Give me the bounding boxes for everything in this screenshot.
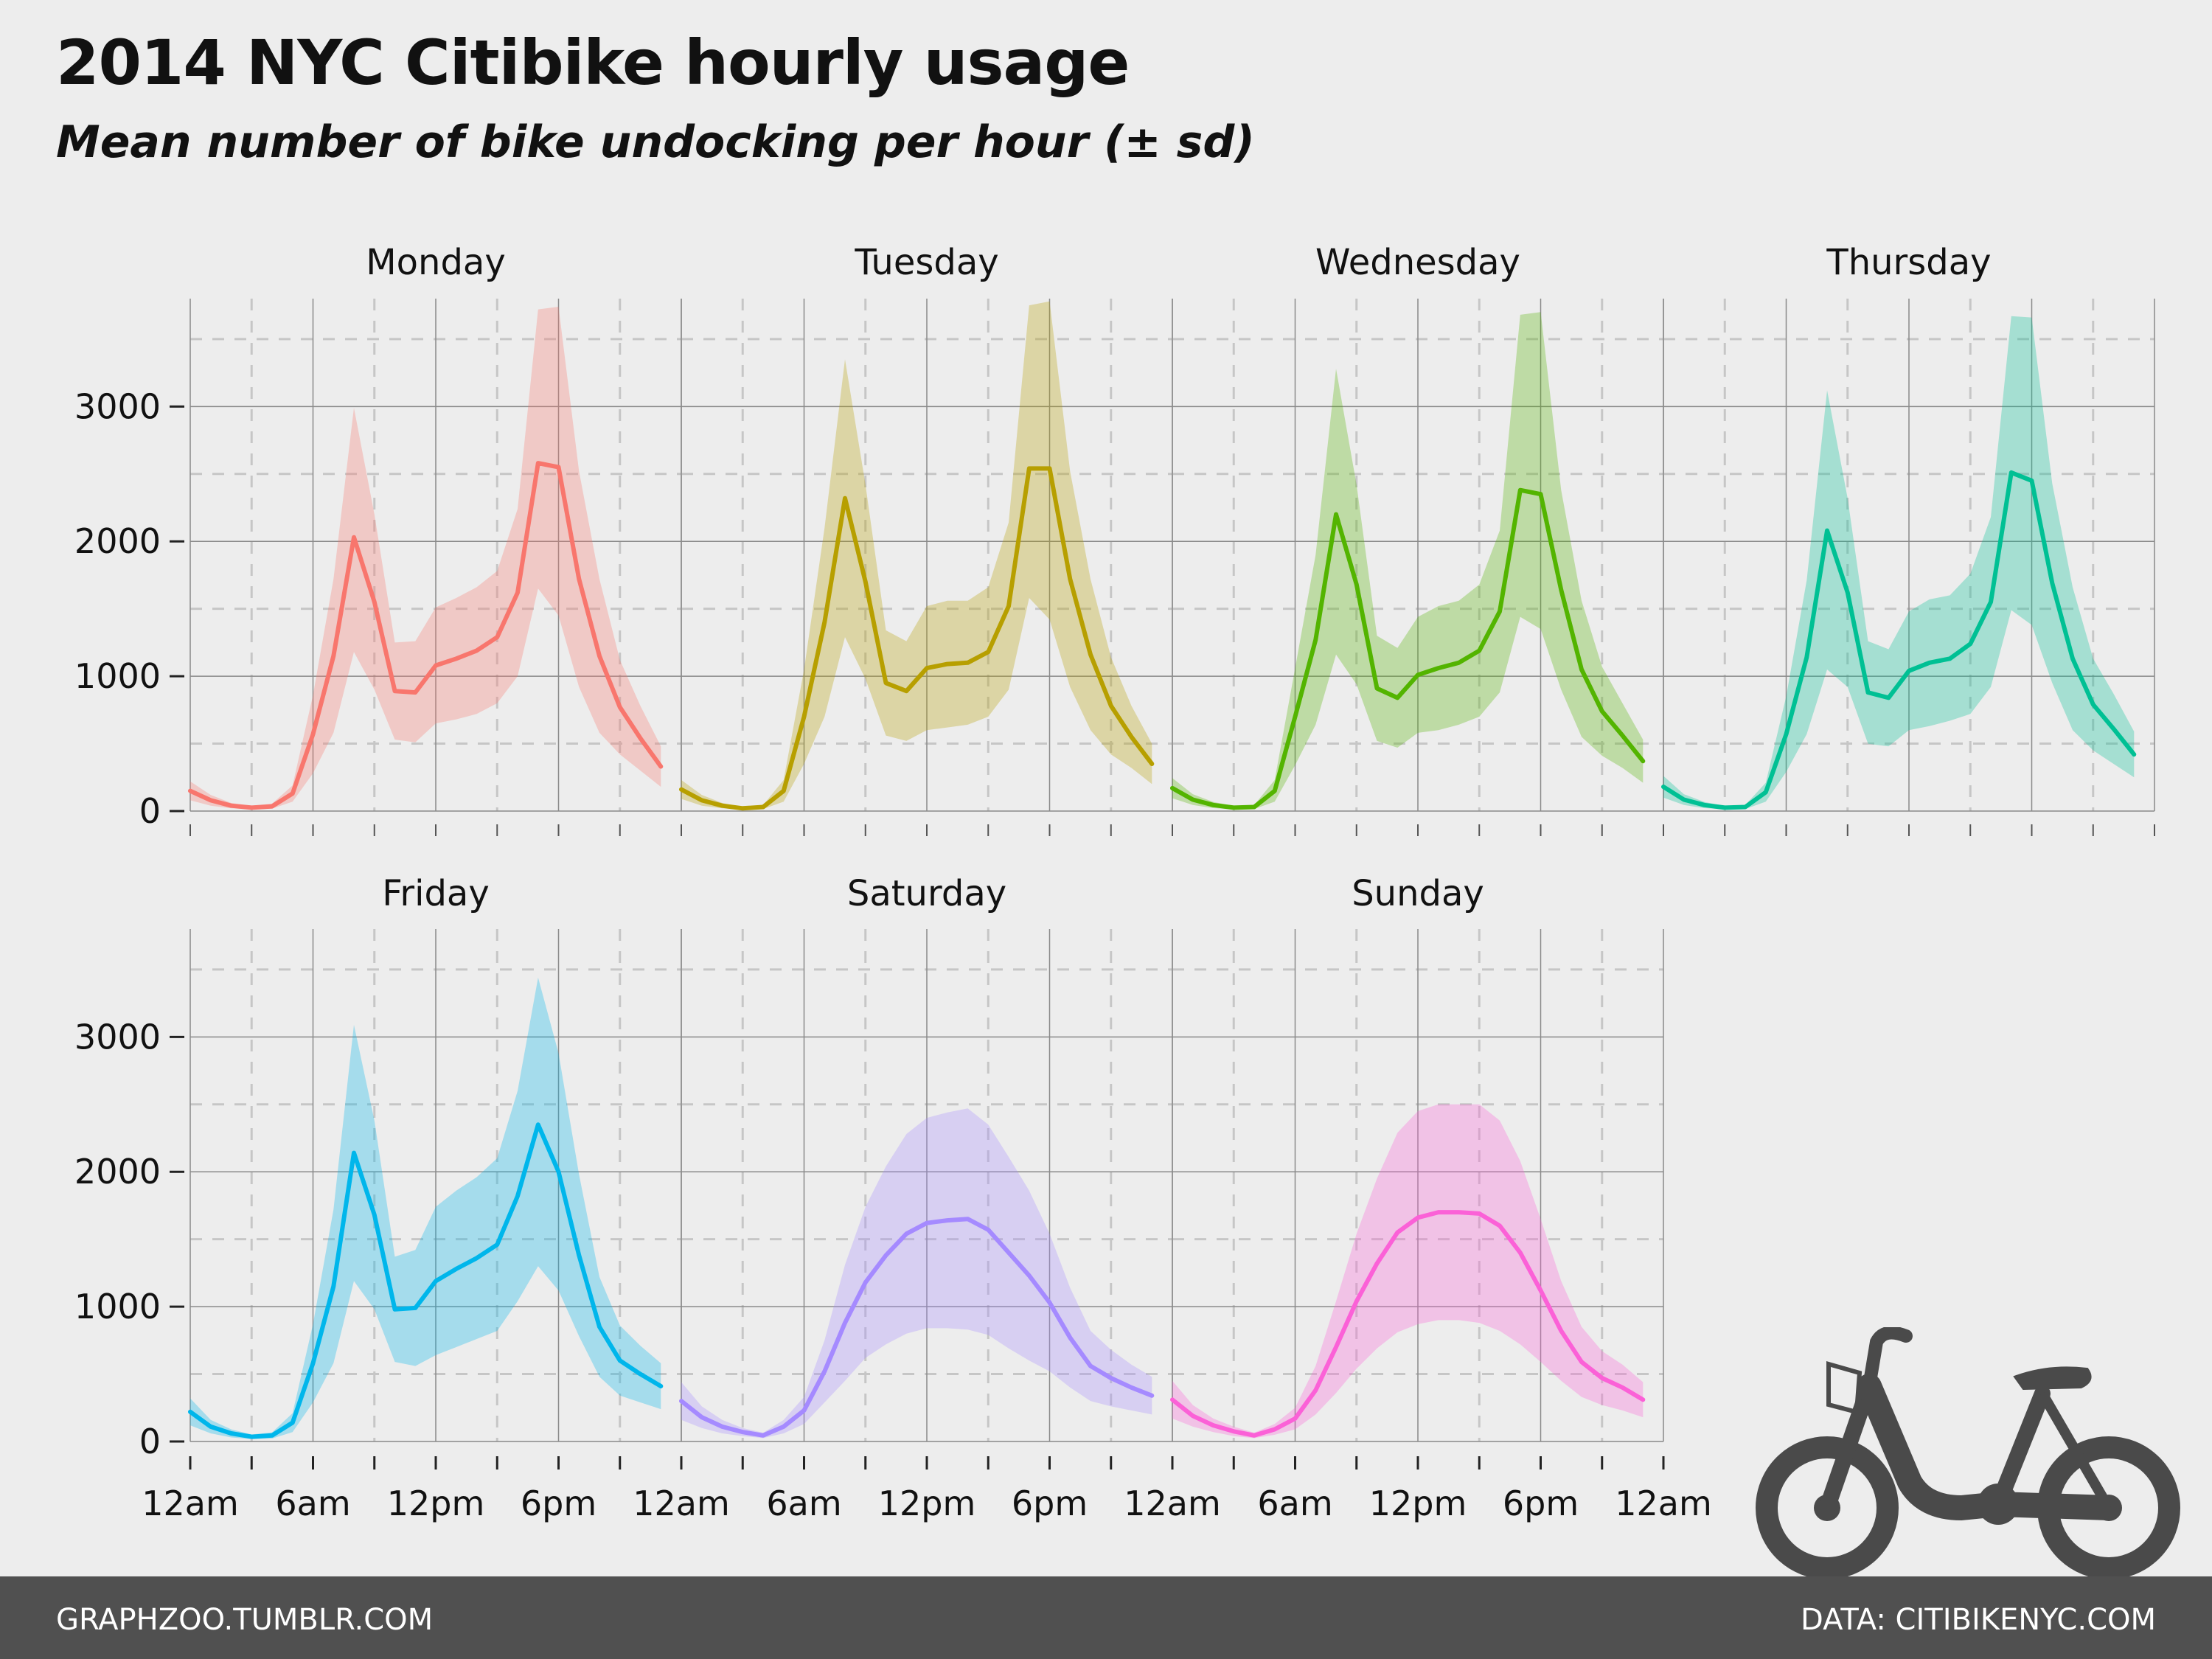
sd-ribbon-sunday	[1172, 1104, 1644, 1439]
sd-ribbon-saturday	[681, 1108, 1152, 1439]
mean-line-friday	[188, 1122, 664, 1439]
facet-label-sunday: Sunday	[1352, 873, 1484, 914]
facet-label-monday: Monday	[366, 242, 506, 283]
x-tick-label: 6pm	[1503, 1484, 1579, 1523]
x-tick-label: 6am	[766, 1484, 841, 1523]
chart-subtitle: Mean number of bike undocking per hour (…	[56, 116, 1255, 168]
footer-credit[interactable]: GRAPHZOO.TUMBLR.COM	[56, 1603, 434, 1637]
mean-line-saturday	[679, 1217, 1155, 1438]
y-tick-label: 2000	[74, 1152, 161, 1192]
sd-ribbon-tuesday	[681, 301, 1152, 810]
x-tick-label: 6pm	[1012, 1484, 1088, 1523]
x-tick-label: 12am	[1124, 1484, 1221, 1523]
x-tick-label: 12pm	[878, 1484, 976, 1523]
sd-ribbon-monday	[190, 307, 661, 810]
mean-line-sunday	[1170, 1210, 1646, 1438]
y-tick-label: 3000	[74, 386, 161, 426]
sd-ribbon-wednesday	[1172, 312, 1644, 810]
y-tick-label: 1000	[74, 1287, 161, 1326]
x-tick-label: 12am	[633, 1484, 730, 1523]
facet-label-thursday: Thursday	[1826, 242, 1991, 283]
y-tick-label: 0	[139, 791, 161, 831]
facet-label-saturday: Saturday	[847, 873, 1006, 914]
x-tick-label: 6am	[1257, 1484, 1332, 1523]
x-tick-label: 12am	[1615, 1484, 1712, 1523]
x-tick-label: 12pm	[387, 1484, 485, 1523]
chart-title: 2014 NYC Citibike hourly usage	[56, 27, 1130, 99]
mean-line-monday	[188, 461, 664, 810]
x-tick-label: 12am	[142, 1484, 239, 1523]
bike-icon	[1756, 1327, 2180, 1578]
mean-line-wednesday	[1170, 487, 1646, 810]
mean-line-tuesday	[679, 466, 1155, 811]
facet-label-tuesday: Tuesday	[854, 242, 998, 283]
facet-label-friday: Friday	[382, 873, 489, 914]
x-tick-label: 6pm	[521, 1484, 597, 1523]
mean-line-thursday	[1661, 470, 2137, 810]
footer-bar: GRAPHZOO.TUMBLR.COM DATA: CITIBIKENYC.CO…	[0, 1576, 2212, 1659]
footer-source[interactable]: DATA: CITIBIKENYC.COM	[1801, 1603, 2156, 1637]
y-tick-label: 1000	[74, 656, 161, 696]
y-tick-label: 3000	[74, 1017, 161, 1057]
x-tick-label: 12pm	[1369, 1484, 1467, 1523]
y-tick-label: 0	[139, 1422, 161, 1461]
sd-ribbon-friday	[190, 977, 661, 1439]
y-tick-label: 2000	[74, 521, 161, 561]
facet-label-wednesday: Wednesday	[1315, 242, 1520, 283]
sd-ribbon-thursday	[1663, 316, 2135, 810]
x-tick-label: 6am	[275, 1484, 350, 1523]
